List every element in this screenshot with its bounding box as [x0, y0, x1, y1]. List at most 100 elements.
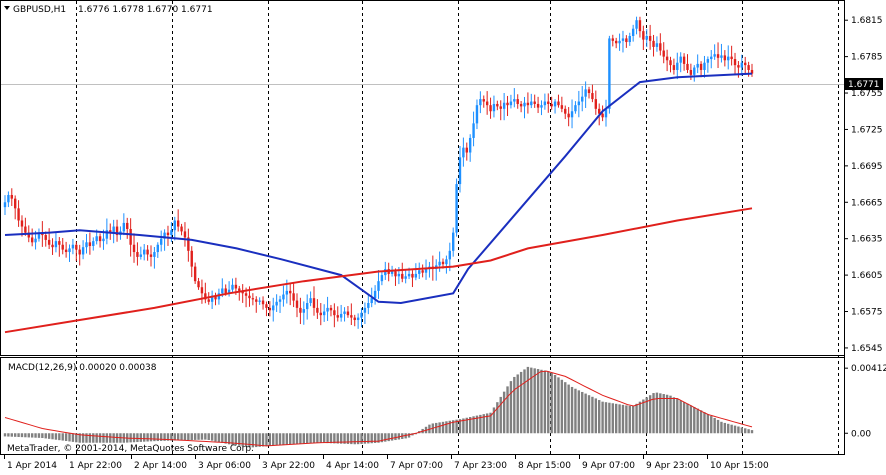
candle-body	[339, 313, 343, 318]
candle-body	[115, 226, 119, 236]
macd-bar	[326, 433, 329, 444]
macd-bar	[506, 386, 509, 434]
macd-bar	[61, 433, 64, 441]
y-tick-label: 1.6755	[851, 89, 883, 99]
x-tick-label: 4 Apr 14:00	[326, 461, 379, 471]
macd-bar	[3, 433, 7, 437]
candle-body	[302, 309, 305, 313]
candle-body	[513, 99, 516, 102]
candle-body	[492, 103, 496, 112]
candle-body	[452, 232, 455, 251]
macd-bar	[64, 433, 68, 442]
macd-bar	[20, 433, 24, 438]
macd-bar	[163, 433, 166, 441]
y-tick-label: 1.6545	[851, 344, 883, 354]
x-tick-label: 3 Apr 06:00	[198, 461, 251, 471]
macd-bar	[356, 433, 360, 445]
candle-body	[564, 108, 567, 114]
candle-body	[594, 99, 598, 109]
macd-bar	[591, 396, 594, 434]
candle-body	[153, 252, 156, 257]
candle-body	[421, 270, 424, 273]
macd-bar	[380, 433, 384, 443]
candle-body	[475, 105, 479, 124]
candle-body	[44, 235, 47, 240]
candle-body	[598, 108, 601, 114]
macd-bar	[744, 428, 747, 434]
candle-body	[662, 50, 665, 57]
macd-bar	[112, 433, 115, 443]
macd-bar	[533, 368, 536, 434]
candle-body	[224, 288, 227, 294]
macd-bar	[699, 410, 703, 434]
x-tick-label: 9 Apr 07:00	[582, 461, 635, 471]
macd-bar	[387, 433, 390, 442]
candle-body	[642, 31, 645, 40]
macd-bar	[513, 376, 516, 434]
candle-body	[526, 102, 530, 106]
macd-bar	[58, 433, 61, 441]
candle-body	[574, 105, 577, 112]
macd-bar	[710, 416, 713, 434]
candle-body	[68, 248, 71, 253]
candle-body	[346, 311, 350, 316]
macd-bar	[716, 419, 720, 434]
candle-body	[625, 38, 628, 43]
candle-body	[699, 63, 703, 70]
candle-body	[669, 60, 672, 66]
candle-body	[333, 310, 336, 316]
macd-bar	[455, 419, 458, 434]
macd-bar	[655, 392, 659, 434]
macd-bar	[642, 399, 645, 434]
candle-body	[686, 63, 689, 70]
macd-bar	[377, 433, 380, 443]
macd-bar	[13, 433, 17, 437]
candle-body	[54, 241, 58, 248]
macd-bar	[509, 381, 513, 434]
macd-bar	[540, 369, 543, 434]
macd-bar	[149, 433, 153, 442]
macd-bar	[550, 372, 553, 434]
candle-body	[407, 273, 411, 277]
macd-bar	[37, 433, 41, 438]
dropdown-triangle-icon[interactable]	[4, 6, 10, 10]
macd-bar	[27, 433, 30, 438]
macd-bar	[407, 433, 411, 438]
candle-body	[61, 244, 64, 250]
candle-body	[261, 300, 265, 305]
candle-body	[183, 231, 187, 238]
candle-body	[390, 271, 394, 274]
candle-body	[672, 65, 676, 70]
candle-body	[727, 56, 730, 61]
macd-bar	[713, 417, 716, 434]
y-tick-label: 1.6635	[851, 235, 883, 245]
candle-body	[384, 269, 387, 276]
macd-bar	[567, 384, 570, 434]
candle-body	[17, 208, 20, 221]
macd-bar	[305, 433, 309, 444]
moving-averages	[4, 72, 753, 334]
macd-bar	[210, 433, 214, 441]
candle-body	[373, 290, 377, 299]
candle-body	[720, 55, 723, 58]
macd-bar	[621, 404, 625, 434]
candle-body	[75, 244, 78, 250]
candle-body	[166, 232, 170, 236]
candle-body	[159, 238, 163, 245]
macd-bar	[132, 433, 136, 443]
macd-bar	[553, 374, 557, 434]
candle-body	[750, 69, 754, 74]
macd-bar	[231, 433, 234, 445]
macd-bar	[693, 406, 696, 434]
candle-body	[78, 249, 81, 255]
candle-body	[744, 62, 747, 66]
macd-bar	[34, 433, 37, 438]
macd-bar	[669, 395, 672, 434]
macd-bar	[733, 425, 737, 434]
candle-body	[696, 63, 699, 68]
macd-bar	[496, 402, 499, 434]
candle-body	[377, 281, 380, 291]
candle-body	[411, 273, 414, 278]
